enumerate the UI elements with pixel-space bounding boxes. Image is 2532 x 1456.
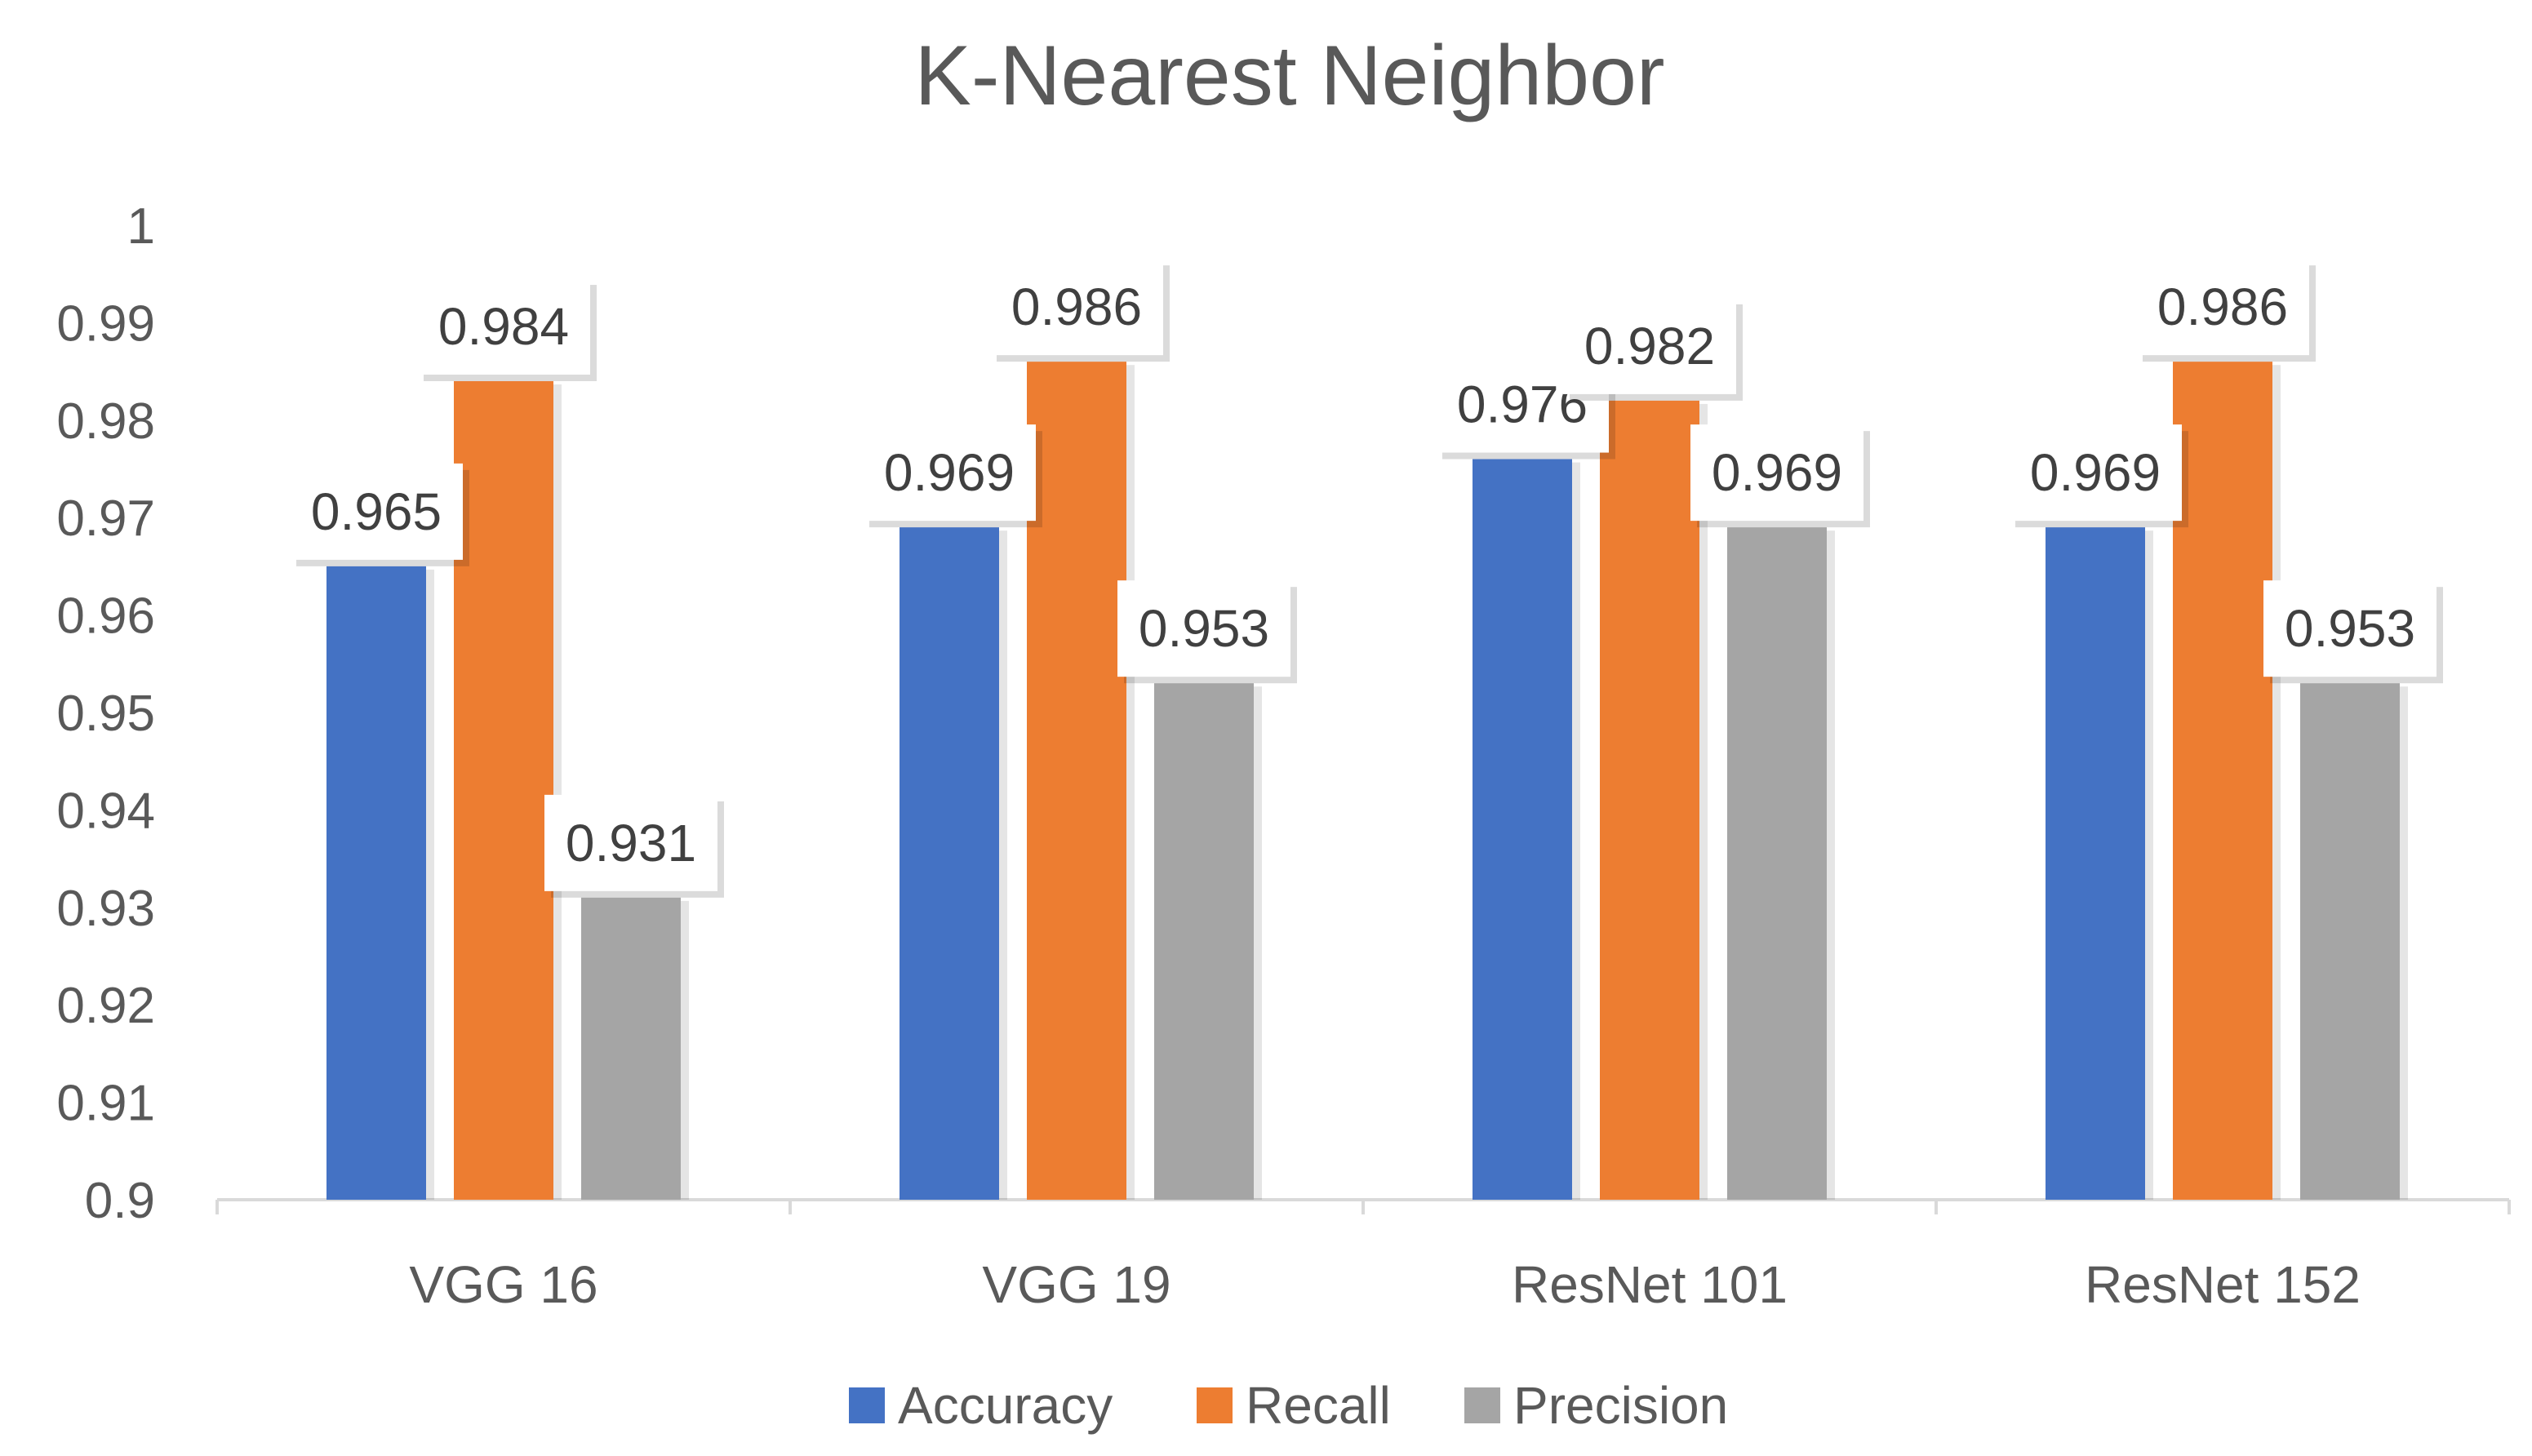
- data-label-box: [1117, 580, 1290, 677]
- y-axis: 0.9 0.91 0.92 0.93 0.94 0.95 0.96 0.97 0.98 0.99 1: [56, 198, 155, 1229]
- data-label-box: [2009, 424, 2182, 522]
- legend-label-accuracy: Accuracy: [898, 1376, 1113, 1435]
- legend: Accuracy Recall Precision: [849, 1376, 1728, 1435]
- data-label-box: [290, 463, 463, 560]
- data-label-box: [2136, 259, 2309, 356]
- x-tick-label: VGG 16: [409, 1255, 597, 1314]
- data-label-recall-0: 0.984: [438, 297, 569, 356]
- y-tick-label: 0.94: [56, 783, 155, 839]
- data-label-precision-1: 0.953: [1139, 599, 1269, 658]
- data-label-precision-0: 0.931: [566, 814, 696, 872]
- y-tick-label: 0.98: [56, 393, 155, 450]
- bar-recall-3: [2173, 362, 2272, 1200]
- data-label-recall-2: 0.982: [1584, 317, 1715, 375]
- data-label-precision-3: 0.953: [2285, 599, 2415, 658]
- data-label-precision-2: 0.969: [1712, 443, 1842, 502]
- bars: [326, 362, 2408, 1200]
- legend-swatch-precision: [1464, 1387, 1500, 1423]
- x-tick-label: ResNet 101: [1512, 1255, 1788, 1314]
- y-tick-label: 1: [127, 198, 155, 255]
- bar-recall-2: [1600, 400, 1699, 1200]
- data-label-box: [417, 278, 590, 375]
- legend-swatch-recall: [1197, 1387, 1233, 1423]
- data-label-box: [1563, 297, 1736, 394]
- bar-precision-3: [2300, 683, 2400, 1200]
- bar-accuracy-1: [900, 527, 999, 1200]
- legend-label-precision: Precision: [1513, 1376, 1728, 1435]
- bar-precision-0: [581, 897, 681, 1200]
- y-tick-label: 0.95: [56, 686, 155, 742]
- y-tick-label: 0.91: [56, 1076, 155, 1132]
- data-label-box: [1690, 424, 1863, 522]
- bar-recall-0: [454, 381, 553, 1200]
- y-tick-label: 0.97: [56, 491, 155, 547]
- legend-label-recall: Recall: [1246, 1376, 1391, 1435]
- data-label-accuracy-0: 0.965: [311, 482, 442, 541]
- y-tick-label: 0.92: [56, 978, 155, 1034]
- data-label-accuracy-3: 0.969: [2030, 443, 2161, 502]
- bar-precision-2: [1727, 527, 1827, 1200]
- data-label-box: [2263, 580, 2436, 677]
- chart-title: K-Nearest Neighbor: [914, 29, 1664, 123]
- legend-swatch-accuracy: [849, 1387, 885, 1423]
- y-tick-label: 0.96: [56, 588, 155, 645]
- data-label-box: [990, 259, 1163, 356]
- bar-accuracy-0: [326, 566, 426, 1200]
- data-label-recall-3: 0.986: [2157, 277, 2288, 336]
- x-tick-label: ResNet 152: [2085, 1255, 2361, 1314]
- y-tick-label: 0.93: [56, 881, 155, 937]
- bar-accuracy-3: [2046, 527, 2145, 1200]
- y-tick-label: 0.99: [56, 295, 155, 352]
- bar-recall-1: [1027, 362, 1126, 1200]
- data-label-recall-1: 0.986: [1011, 277, 1142, 336]
- data-label-accuracy-1: 0.969: [884, 443, 1015, 502]
- y-tick-label: 0.9: [85, 1173, 155, 1229]
- bar-precision-1: [1154, 683, 1254, 1200]
- data-label-box: [544, 794, 717, 891]
- x-tick-label: VGG 19: [982, 1255, 1170, 1314]
- x-axis: VGG 16 VGG 19 ResNet 101 ResNet 152: [215, 1198, 2511, 1314]
- bar-accuracy-2: [1473, 459, 1572, 1200]
- data-label-box: [863, 424, 1036, 522]
